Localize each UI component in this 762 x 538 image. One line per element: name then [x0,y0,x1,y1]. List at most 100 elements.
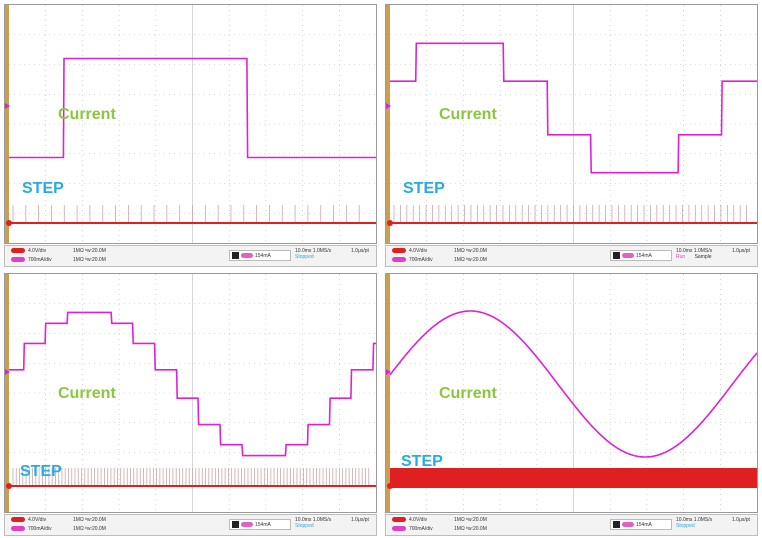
trigger-channel-icon [232,521,239,529]
step-label: STEP [22,180,64,197]
waveform-plot [386,274,758,512]
channel-2-scale[interactable]: 700mA/div [11,525,52,534]
step-label: STEP [401,453,443,470]
acquisition-status: Run [676,254,686,260]
channel-2-marker-icon[interactable] [386,369,391,375]
trigger-channel-icon [613,521,620,529]
trigger-slope-icon [241,522,253,528]
current-waveform [9,57,376,159]
channel-2-marker-icon[interactable] [5,103,10,109]
scope-edge [5,274,9,512]
channel-1-marker-icon[interactable] [387,483,393,489]
channel-2-scale-value: 700mA/div [409,526,433,532]
trigger-level: 154mA [636,253,652,259]
sample-interval: 1.0μs/pt [351,517,369,523]
trigger-readout[interactable]: 154mA [610,519,672,530]
scope-panel-2: Current STEP 4.0V/div 700mA/div 1MΩ ᵇw:2… [381,0,762,269]
channel-2-coupling: 1MΩ ᵇw:20.0M [73,257,106,263]
current-label: Current [58,106,116,123]
channel-2-scale[interactable]: 700mA/div [392,525,433,534]
channel-1-marker-icon[interactable] [6,483,12,489]
channel-1-scale[interactable]: 4.0V/div [11,247,46,256]
trigger-channel-icon [232,252,239,260]
step-pulse-band [390,468,757,488]
scope-status-bar: 4.0V/div 700mA/div 1MΩ ᵇw:20.0M 1MΩ ᵇw:2… [385,514,758,536]
current-label: Current [58,385,116,402]
channel-1-coupling: 1MΩ ᵇw:20.0M [454,248,487,254]
channel-2-scale-value: 700mA/div [28,257,52,263]
timebase-readout[interactable]: 10.0ms 1.0MS/s 1.0μs/pt Stopped [295,517,375,535]
scope-edge [5,5,9,243]
scope-screen[interactable] [385,4,758,244]
channel-2-scale[interactable]: 700mA/div [11,256,52,265]
scope-panel-4: Current STEP 4.0V/div 700mA/div 1MΩ ᵇw:2… [381,269,762,538]
trigger-slope-icon [241,253,253,259]
trigger-slope-icon [622,253,634,259]
scope-screen[interactable] [4,4,377,244]
channel-1-scale[interactable]: 4.0V/div [392,247,427,256]
waveform-plot [5,274,376,512]
channel-1-coupling: 1MΩ ᵇw:20.0M [73,248,106,254]
channel-2-marker-icon[interactable] [386,103,391,109]
trigger-level: 154mA [255,522,271,528]
channel-2-coupling: 1MΩ ᵇw:20.0M [73,526,106,532]
current-waveform [9,311,376,457]
waveform-plot [5,5,376,243]
channel-1-scale-value: 4.0V/div [409,248,428,254]
scope-screen[interactable] [4,273,377,513]
channel-1-icon [11,248,25,254]
acquisition-mode: Sample [694,254,712,260]
timebase-readout[interactable]: 10.0ms 1.0MS/s 1.0μs/pt Stopped [676,517,756,535]
trigger-readout[interactable]: 154mA [610,250,672,261]
channel-2-icon [392,526,406,532]
channel-2-coupling: 1MΩ ᵇw:20.0M [454,526,487,532]
channel-2-scale[interactable]: 700mA/div [392,256,433,265]
scope-status-bar: 4.0V/div 700mA/div 1MΩ ᵇw:20.0M 1MΩ ᵇw:2… [4,514,377,536]
sample-interval: 1.0μs/pt [351,248,369,254]
channel-1-scale-value: 4.0V/div [28,248,47,254]
channel-1-icon [392,248,406,254]
scope-status-bar: 4.0V/div 700mA/div 1MΩ ᵇw:20.0M 1MΩ ᵇw:2… [385,245,758,267]
sample-interval: 1.0μs/pt [732,517,750,523]
trigger-level: 154mA [255,253,271,259]
current-waveform [389,310,758,458]
channel-1-marker-icon[interactable] [6,220,12,226]
channel-1-scale-value: 4.0V/div [28,517,47,523]
channel-2-coupling: 1MΩ ᵇw:20.0M [454,257,487,263]
trigger-readout[interactable]: 154mA [229,519,291,530]
current-label: Current [439,106,497,123]
scope-status-bar: 4.0V/div 700mA/div 1MΩ ᵇw:20.0M 1MΩ ᵇw:2… [4,245,377,267]
scope-edge [386,274,390,512]
timebase-value: 10.0ms 1.0MS/s [676,248,713,254]
step-label: STEP [20,463,62,480]
channel-2-icon [392,257,406,263]
channel-2-marker-icon[interactable] [5,369,10,375]
channel-2-icon [11,526,25,532]
channel-1-coupling: 1MΩ ᵇw:20.0M [73,517,106,523]
scope-panel-1: Current STEP 4.0V/div 700mA/div 1MΩ ᵇw:2… [0,0,381,269]
sample-interval: 1.0μs/pt [732,248,750,254]
trigger-level: 154mA [636,522,652,528]
trigger-readout[interactable]: 154mA [229,250,291,261]
scope-screen[interactable] [385,273,758,513]
channel-2-icon [11,257,25,263]
channel-1-scale[interactable]: 4.0V/div [392,516,427,525]
channel-1-coupling: 1MΩ ᵇw:20.0M [454,517,487,523]
timebase-value: 10.0ms 1.0MS/s [295,248,332,254]
timebase-readout[interactable]: 10.0ms 1.0MS/s 1.0μs/pt Stopped [295,248,375,266]
scope-edge [386,5,390,243]
channel-1-icon [392,517,406,523]
timebase-readout[interactable]: 10.0ms 1.0MS/s 1.0μs/pt Run Sample [676,248,756,266]
channel-2-scale-value: 700mA/div [28,526,52,532]
step-label: STEP [403,180,445,197]
acquisition-status: Stopped [295,523,314,529]
scope-panel-3: Current STEP 4.0V/div 700mA/div 1MΩ ᵇw:2… [0,269,381,538]
channel-1-scale-value: 4.0V/div [409,517,428,523]
acquisition-status: Stopped [676,523,695,529]
waveform-plot [386,5,757,243]
current-label: Current [439,385,497,402]
channel-1-marker-icon[interactable] [387,220,393,226]
channel-1-scale[interactable]: 4.0V/div [11,516,46,525]
current-waveform [390,42,757,174]
timebase-value: 10.0ms 1.0MS/s [295,517,332,523]
